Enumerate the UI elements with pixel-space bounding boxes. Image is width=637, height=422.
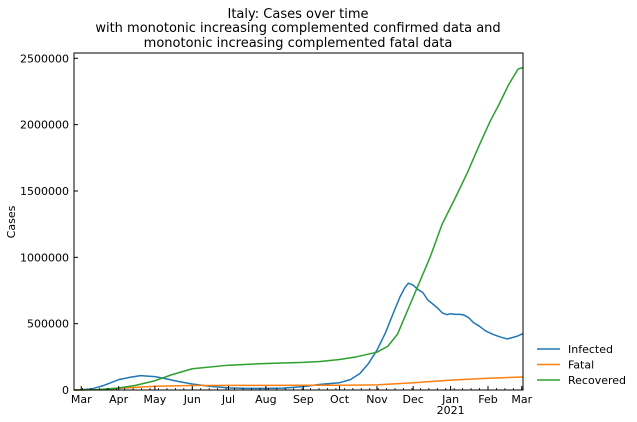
y-axis-label: Cases [5, 205, 18, 238]
y-tick-label: 2000000 [20, 119, 69, 132]
x-tick-label: Jul [221, 393, 235, 406]
x-tick-label: Mar [511, 393, 532, 406]
legend: Infected Fatal Recovered [537, 343, 626, 387]
series-layer [73, 66, 524, 391]
x-tick-label: Jan [441, 393, 459, 406]
x-tick-label: Oct [330, 393, 350, 406]
x-tick-label: Feb [478, 393, 497, 406]
chart-title-line-2: with monotonic increasing complemented c… [95, 21, 500, 36]
x-tick-year-label: 2021 [437, 404, 465, 417]
legend-label-infected: Infected [568, 343, 613, 356]
x-tick-label: May [143, 393, 166, 406]
legend-label-recovered: Recovered [568, 374, 626, 387]
chart-title-line-3: monotonic increasing complemented fatal … [144, 36, 453, 51]
y-tick-label: 2500000 [20, 52, 69, 65]
x-tick-label: Apr [109, 393, 129, 406]
legend-label-fatal: Fatal [568, 359, 594, 372]
y-axis: 0 500000 1000000 1500000 2000000 2500000 [20, 52, 78, 397]
x-tick-label: Sep [293, 393, 314, 406]
series-line-fatal [73, 376, 524, 391]
y-tick-label: 500000 [27, 318, 69, 331]
chart-title-line-1: Italy: Cases over time [228, 7, 369, 22]
y-tick-label: 1500000 [20, 185, 69, 198]
x-tick-label: Aug [255, 393, 276, 406]
x-tick-label: Dec [403, 393, 424, 406]
series-line-infected [73, 282, 524, 391]
series-line-recovered [73, 66, 524, 391]
y-tick-label: 1000000 [20, 251, 69, 264]
x-tick-label: Mar [71, 393, 92, 406]
y-tick-label: 0 [62, 384, 69, 397]
chart-title: Italy: Cases over time with monotonic in… [95, 7, 500, 51]
plot-area-frame [73, 52, 524, 391]
x-tick-label: Jun [183, 393, 201, 406]
x-tick-label: Nov [366, 393, 388, 406]
